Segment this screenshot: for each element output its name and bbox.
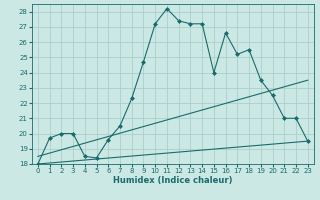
X-axis label: Humidex (Indice chaleur): Humidex (Indice chaleur) (113, 176, 233, 185)
